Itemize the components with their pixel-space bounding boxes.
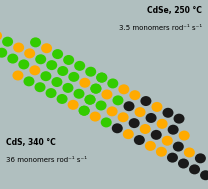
Circle shape [162, 108, 173, 118]
Circle shape [129, 118, 140, 128]
Circle shape [40, 71, 51, 81]
Text: CdS, 340 °C: CdS, 340 °C [6, 138, 56, 147]
Circle shape [140, 96, 151, 106]
Circle shape [46, 60, 57, 70]
Circle shape [84, 95, 95, 105]
Circle shape [195, 153, 206, 163]
Circle shape [2, 37, 13, 47]
Circle shape [95, 101, 106, 111]
Circle shape [96, 73, 107, 83]
Circle shape [178, 159, 189, 169]
Circle shape [18, 60, 29, 69]
Circle shape [90, 84, 101, 94]
Circle shape [57, 66, 68, 76]
Circle shape [12, 70, 24, 81]
Circle shape [68, 72, 79, 82]
Circle shape [157, 119, 168, 129]
Circle shape [102, 89, 113, 99]
Text: 3.5 monomers rod⁻¹ s⁻¹: 3.5 monomers rod⁻¹ s⁻¹ [119, 25, 202, 31]
Circle shape [52, 49, 63, 59]
Circle shape [173, 114, 184, 124]
Circle shape [168, 125, 179, 135]
Circle shape [129, 90, 140, 100]
Circle shape [173, 142, 184, 152]
Circle shape [84, 95, 95, 105]
Circle shape [118, 112, 129, 122]
Circle shape [101, 117, 112, 127]
Circle shape [90, 84, 101, 94]
Circle shape [79, 106, 90, 116]
Circle shape [30, 37, 41, 47]
Circle shape [179, 131, 190, 141]
Circle shape [62, 83, 73, 93]
Circle shape [29, 65, 40, 75]
Circle shape [112, 123, 123, 133]
Circle shape [107, 78, 118, 88]
Circle shape [85, 67, 96, 77]
Circle shape [145, 141, 156, 151]
Circle shape [140, 124, 151, 134]
Circle shape [73, 89, 84, 99]
Circle shape [13, 43, 24, 53]
Circle shape [46, 88, 57, 98]
Circle shape [0, 48, 7, 58]
Circle shape [107, 106, 118, 116]
Circle shape [57, 94, 68, 104]
Circle shape [74, 61, 85, 71]
Circle shape [135, 107, 146, 117]
Circle shape [35, 54, 46, 64]
Circle shape [90, 112, 101, 122]
Circle shape [79, 78, 90, 88]
Circle shape [79, 106, 90, 116]
Circle shape [41, 43, 52, 53]
Circle shape [0, 31, 2, 41]
Circle shape [151, 130, 162, 140]
Circle shape [51, 77, 62, 87]
Circle shape [124, 101, 135, 111]
Circle shape [24, 48, 35, 58]
Circle shape [118, 84, 129, 94]
Circle shape [68, 100, 79, 110]
Circle shape [134, 135, 145, 145]
Circle shape [7, 53, 18, 64]
Circle shape [35, 82, 46, 92]
Text: CdSe, 250 °C: CdSe, 250 °C [147, 6, 202, 15]
Circle shape [24, 76, 35, 86]
Circle shape [113, 95, 124, 105]
Circle shape [146, 113, 157, 123]
Circle shape [184, 147, 195, 157]
Circle shape [63, 55, 74, 65]
Circle shape [156, 147, 167, 157]
Text: 36 monomers rod⁻¹ s⁻¹: 36 monomers rod⁻¹ s⁻¹ [6, 156, 87, 163]
Circle shape [162, 136, 173, 146]
Circle shape [200, 170, 208, 180]
Circle shape [167, 153, 178, 163]
Circle shape [96, 73, 107, 83]
Circle shape [151, 102, 162, 112]
Circle shape [189, 164, 200, 174]
Circle shape [123, 129, 134, 139]
